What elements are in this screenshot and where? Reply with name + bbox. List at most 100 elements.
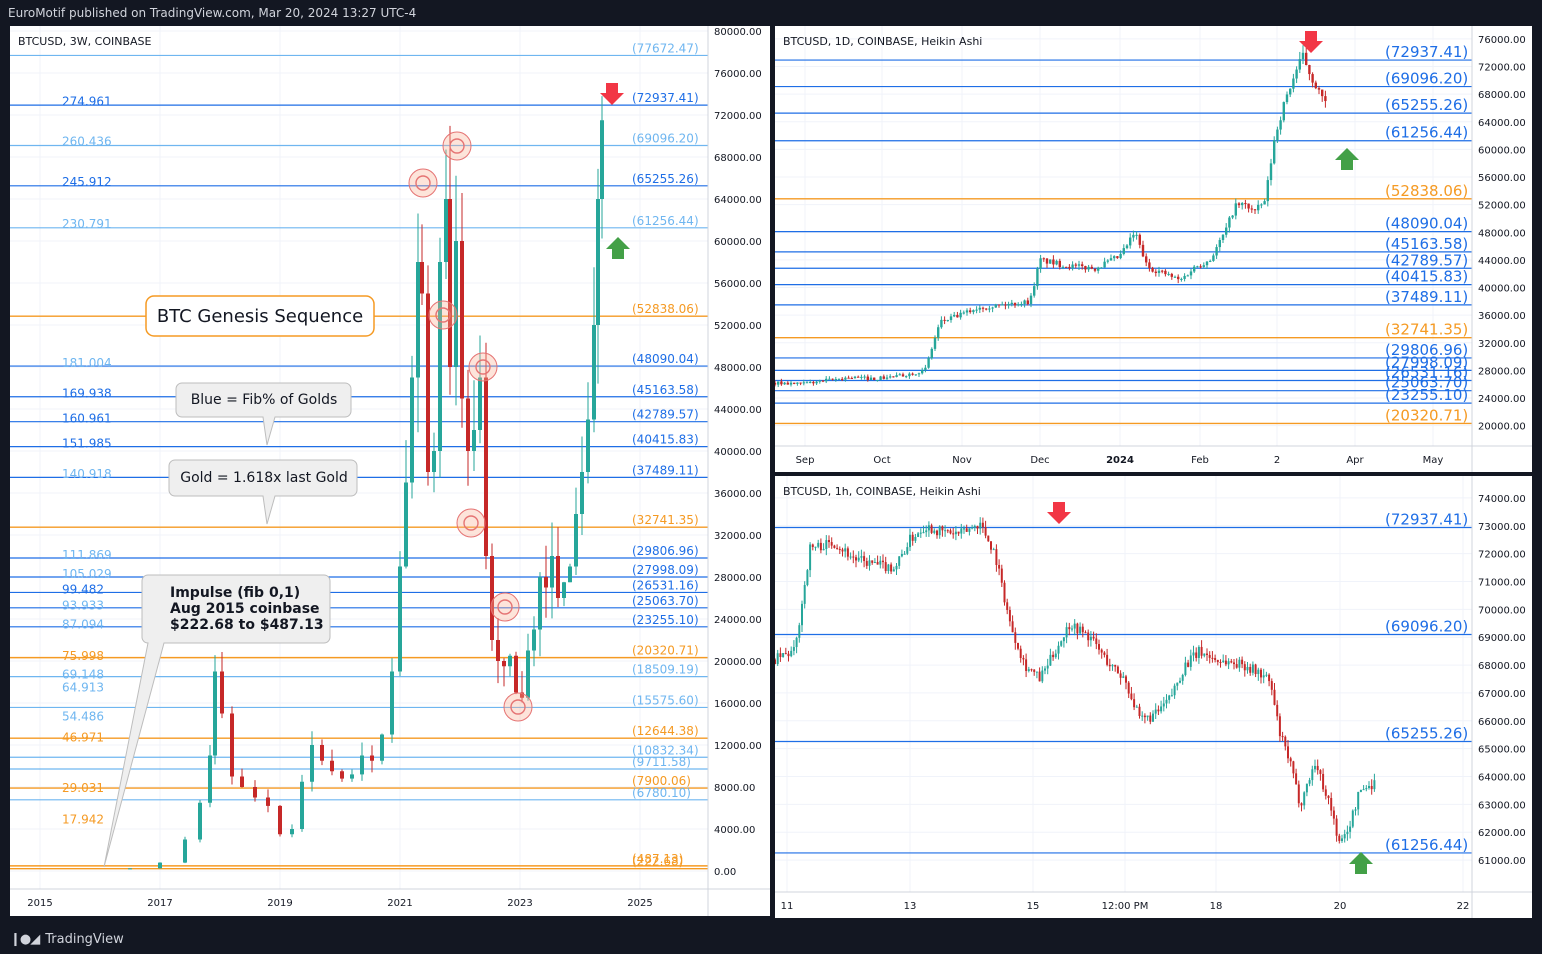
fib-percent-label: 181.004 bbox=[62, 356, 112, 370]
daily-price-axis[interactable]: 76000.00 72000.00 68000.00 64000.00 60000.00… bbox=[1478, 35, 1526, 433]
hourly-price-axis[interactable]: 74000.00 73000.00 72000.00 71000.00 70000.00… bbox=[1478, 494, 1526, 867]
candle-body bbox=[857, 557, 860, 561]
candle-body bbox=[985, 308, 988, 310]
candle-body bbox=[946, 320, 949, 322]
candle-body bbox=[520, 692, 524, 698]
candle-body bbox=[1365, 788, 1368, 790]
candle-body bbox=[213, 671, 217, 756]
price-tick-label: 52000.00 bbox=[714, 321, 762, 332]
fib-level-label: (222.68) bbox=[632, 855, 683, 869]
candle-body bbox=[976, 525, 979, 529]
candle-body bbox=[1001, 304, 1004, 306]
candle-body bbox=[855, 557, 857, 561]
candle-body bbox=[596, 199, 600, 325]
candle-body bbox=[438, 262, 442, 451]
candle-body bbox=[390, 671, 394, 735]
price-tick-label: 0.00 bbox=[714, 867, 736, 878]
candle-body bbox=[1092, 636, 1095, 639]
candle-body bbox=[128, 868, 132, 870]
main-price-axis[interactable]: 80000.00 76000.00 72000.00 68000.00 64000.00… bbox=[714, 27, 762, 878]
genesis-callout[interactable]: BTC Genesis Sequence bbox=[145, 295, 375, 337]
time-tick-label: 2 bbox=[1274, 455, 1280, 466]
candle-body bbox=[1125, 245, 1129, 249]
candle-body bbox=[1368, 785, 1370, 789]
candle-body bbox=[1249, 666, 1252, 673]
time-tick-label: Nov bbox=[952, 455, 972, 466]
hourly-chart-1h[interactable]: 74000.00 73000.00 72000.00 71000.00 70000.00… bbox=[775, 476, 1532, 918]
price-tick-label: 40000.00 bbox=[1478, 284, 1526, 295]
blue-note-text: Blue = Fib% of Golds bbox=[191, 392, 338, 408]
candle-body bbox=[994, 304, 997, 308]
candle-body bbox=[1308, 65, 1311, 75]
main-axis-bg bbox=[10, 26, 770, 916]
candle-body bbox=[360, 755, 364, 775]
candle-body bbox=[1297, 784, 1300, 804]
hourly-time-axis[interactable]: 11 13 15 12:00 PM 18 20 22 bbox=[781, 901, 1470, 912]
daily-fib-levels bbox=[775, 59, 1472, 425]
daily-symbol-title: BTCUSD, 1D, COINBASE, Heikin Ashi bbox=[783, 35, 982, 48]
candle-body bbox=[841, 549, 844, 552]
main-chart-3w[interactable]: 80000.00 76000.00 72000.00 68000.00 64000.00… bbox=[10, 26, 770, 916]
candle-body bbox=[1305, 52, 1308, 66]
daily-time-axis[interactable]: Sep Oct Nov Dec 2024 Feb 2 Apr May bbox=[796, 455, 1444, 466]
candle-body bbox=[1103, 261, 1106, 268]
candle-body bbox=[1157, 709, 1160, 712]
candle-body bbox=[1173, 276, 1177, 278]
time-tick-label: 12:00 PM bbox=[1102, 901, 1149, 912]
candle-body bbox=[775, 382, 777, 385]
price-tick-label: 66000.00 bbox=[1478, 717, 1526, 728]
candle-body bbox=[1062, 637, 1065, 642]
candle-body bbox=[1289, 758, 1292, 762]
candle-body bbox=[1206, 653, 1208, 655]
candle-body bbox=[1106, 260, 1109, 262]
candle-body bbox=[1065, 266, 1068, 268]
candle-body bbox=[879, 560, 882, 565]
main-time-axis[interactable]: 2015 2017 2019 2021 2023 2025 bbox=[27, 898, 652, 909]
candle-body bbox=[889, 376, 892, 378]
candle-body bbox=[1281, 736, 1284, 738]
up-arrow-icon bbox=[1349, 852, 1373, 874]
time-tick-label: 2015 bbox=[27, 898, 52, 909]
fib-level-label: (29806.96) bbox=[632, 544, 699, 558]
candle-body bbox=[1097, 267, 1100, 271]
candle-body bbox=[1017, 642, 1019, 649]
candle-body bbox=[1251, 664, 1254, 673]
blue-note-callout[interactable]: Blue = Fib% of Golds bbox=[175, 382, 352, 446]
main-symbol-title: BTCUSD, 3W, COINBASE bbox=[18, 35, 152, 48]
candle-body bbox=[1157, 270, 1161, 273]
circle-marker-icon bbox=[490, 592, 520, 622]
candle-body bbox=[1168, 695, 1171, 700]
candle-body bbox=[420, 262, 424, 294]
candle-body bbox=[1202, 265, 1205, 267]
candle-body bbox=[898, 374, 901, 376]
candle-body bbox=[911, 534, 914, 541]
fib-level-label: (12644.38) bbox=[632, 724, 699, 738]
candle-body bbox=[1003, 582, 1006, 603]
candle-body bbox=[1250, 208, 1253, 210]
candle-body bbox=[831, 378, 834, 380]
candle-body bbox=[1045, 258, 1049, 264]
price-tick-label: 68000.00 bbox=[1478, 90, 1526, 101]
tradingview-logo[interactable]: ❙●◢ TradingView bbox=[10, 932, 124, 947]
gold-note-callout[interactable]: Gold = 1.618x last Gold bbox=[168, 459, 358, 525]
daily-chart-1d[interactable]: 76000.00 72000.00 68000.00 64000.00 60000.00… bbox=[775, 26, 1532, 472]
candle-body bbox=[1200, 646, 1203, 656]
candle-body bbox=[1054, 653, 1057, 658]
impulse-callout[interactable]: Impulse (fib 0,1) Aug 2015 coinbase $222… bbox=[103, 574, 331, 868]
candle-body bbox=[914, 536, 917, 541]
candle-body bbox=[1119, 673, 1122, 678]
price-tick-label: 28000.00 bbox=[1478, 366, 1526, 377]
candle-body bbox=[1176, 682, 1179, 686]
price-tick-label: 76000.00 bbox=[1478, 35, 1526, 46]
fib-percent-label: 17.942 bbox=[62, 813, 104, 827]
candle-body bbox=[1266, 180, 1269, 202]
candle-body bbox=[815, 381, 818, 384]
hourly-level-labels: (72937.41) (69096.20) (65255.26) (61256.44) bbox=[1385, 511, 1468, 854]
candle-body bbox=[819, 542, 822, 551]
candle-body bbox=[1057, 645, 1060, 654]
candle-body bbox=[1170, 695, 1173, 697]
candle-body bbox=[822, 548, 825, 551]
candle-body bbox=[1208, 654, 1211, 658]
candle-body bbox=[836, 547, 839, 549]
fib-level-label: (65255.26) bbox=[1385, 725, 1468, 743]
